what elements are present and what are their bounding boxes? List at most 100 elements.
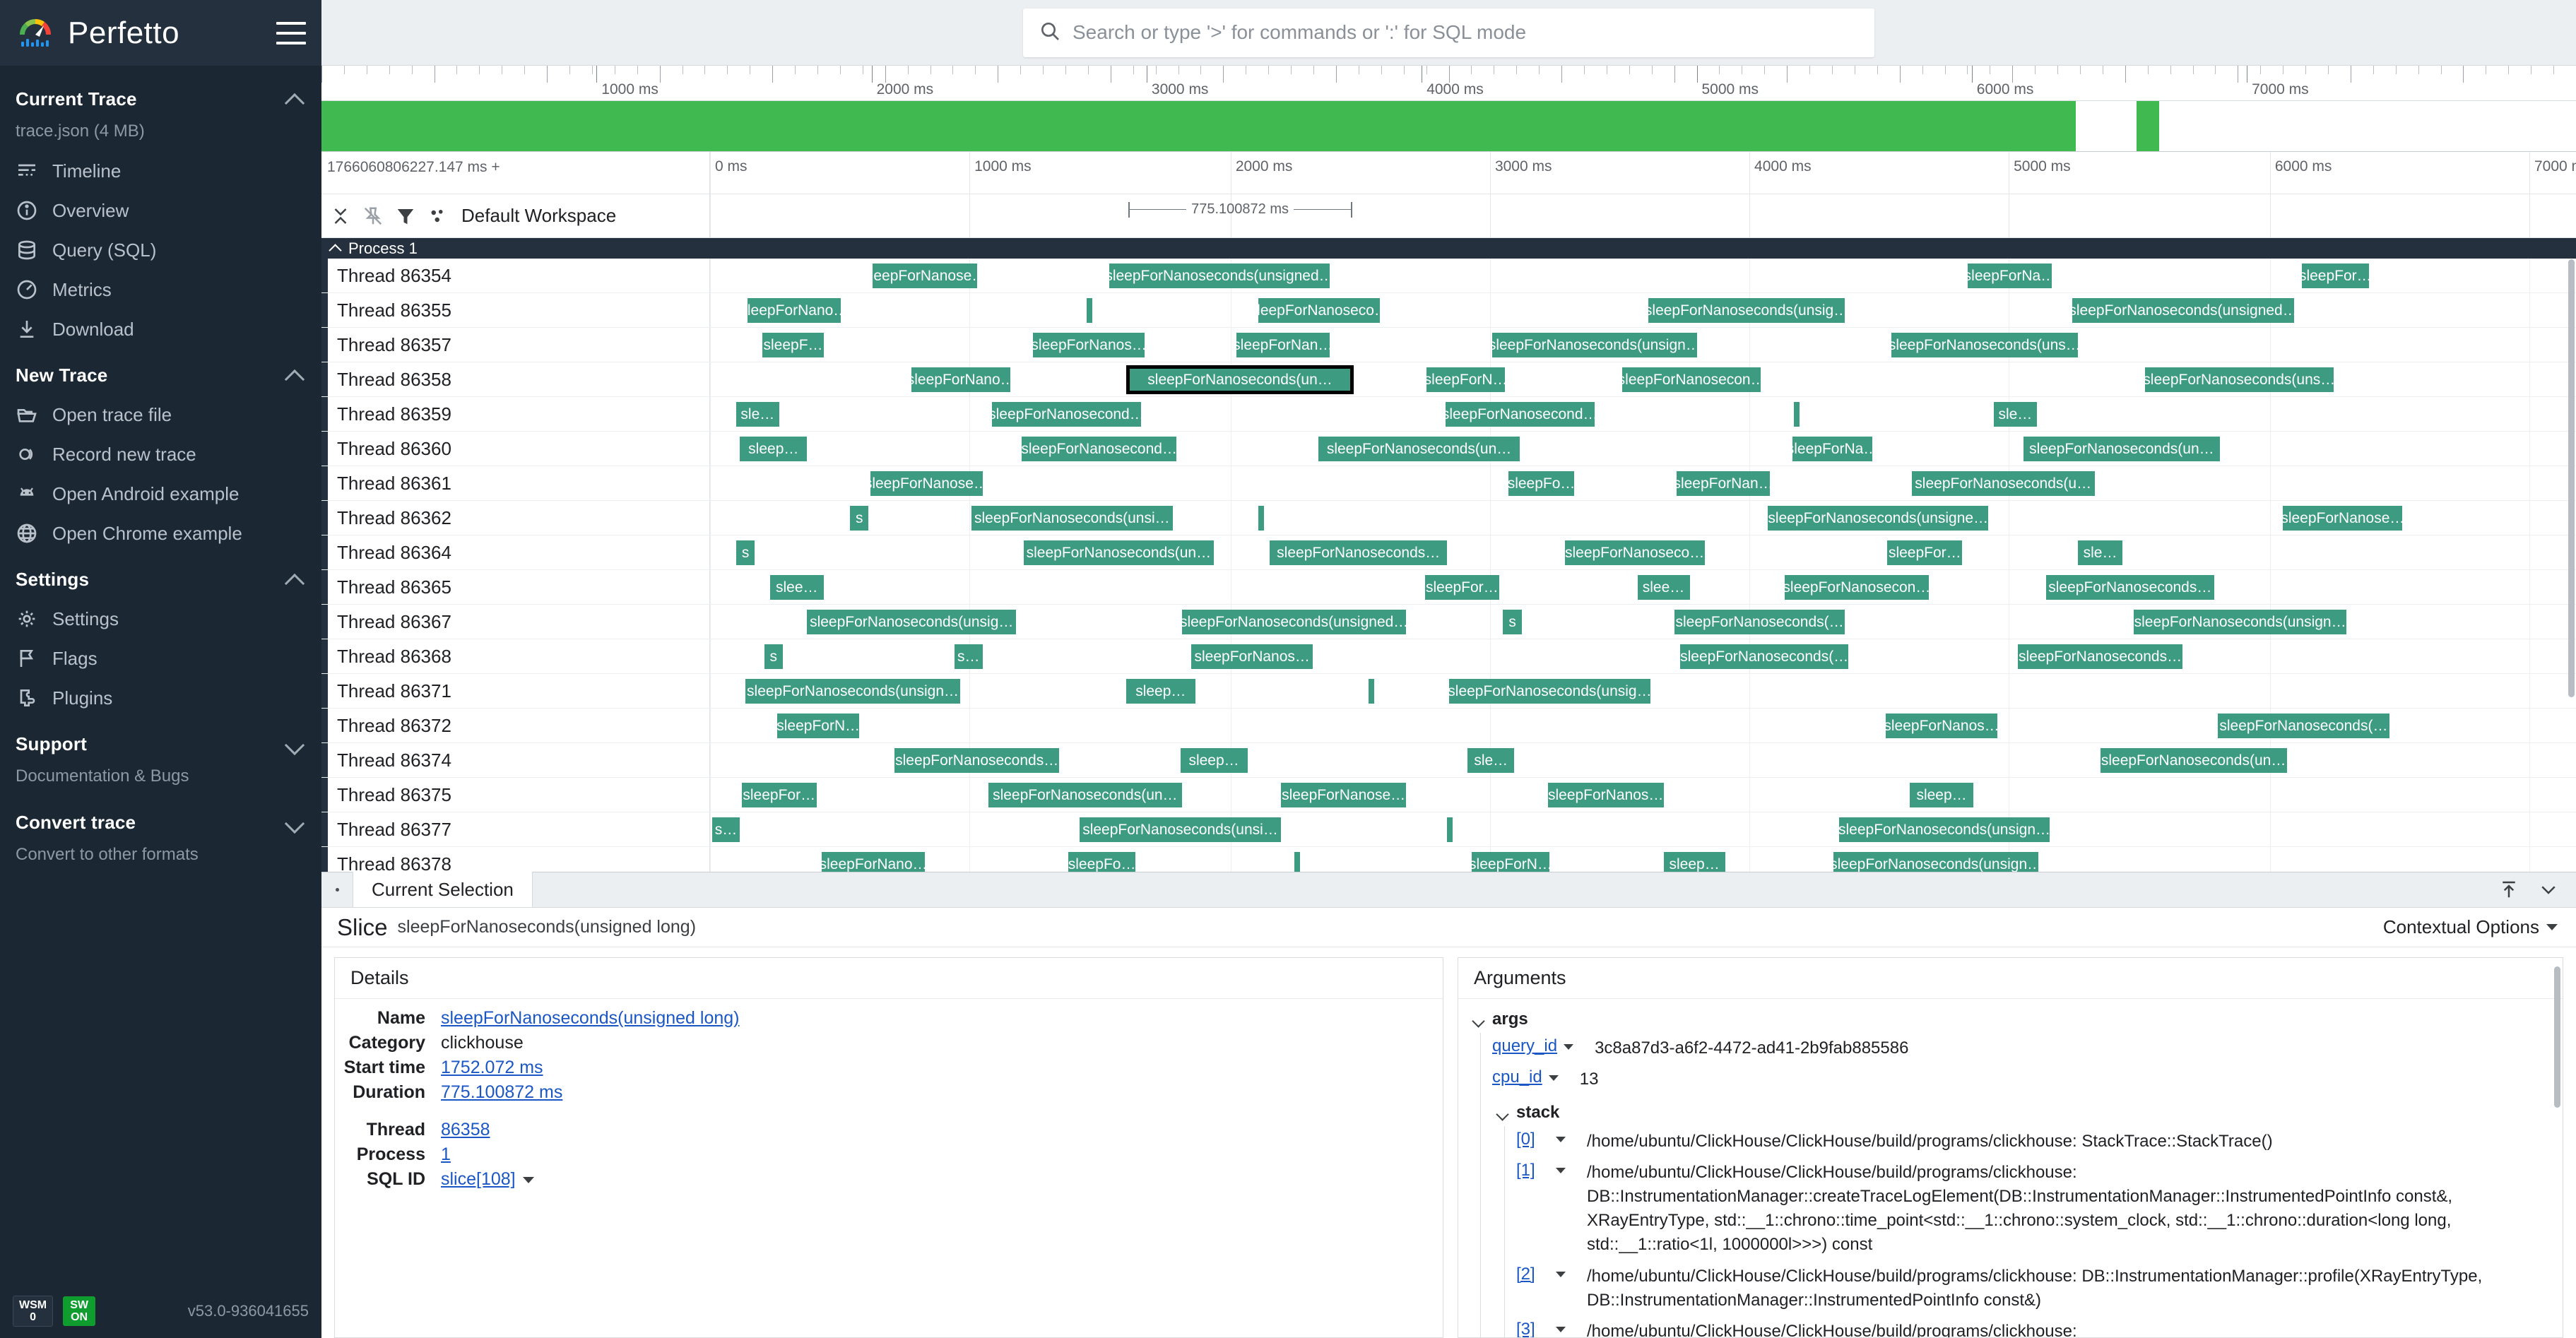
slice[interactable]: sleepForNanoseconds(unsigne… xyxy=(1768,506,1989,531)
slice[interactable]: sleepForNano… xyxy=(747,298,841,323)
slice[interactable]: sleepFor… xyxy=(741,783,817,807)
slice[interactable]: sleepFo… xyxy=(1508,471,1574,496)
slice[interactable]: sleepF… xyxy=(762,333,825,357)
timeline-ruler[interactable]: 1766060806227.147 ms + 0 ms 1000 ms 2000 m… xyxy=(321,152,2576,194)
slice[interactable]: sleepForNanoseconds(uns… xyxy=(2144,367,2334,392)
chevron-down-icon[interactable] xyxy=(1548,1075,1559,1082)
sidebar-item-settings[interactable]: Settings xyxy=(0,599,321,639)
sidebar-item-download[interactable]: Download xyxy=(0,309,321,349)
slice[interactable]: sleepForN… xyxy=(777,714,860,738)
slice[interactable]: sleepForNanoseconds(unsig… xyxy=(807,610,1017,634)
slice[interactable]: sleepForNanoseconds(un… xyxy=(2023,437,2220,461)
stack-frame-index[interactable]: [2] xyxy=(1516,1264,1535,1284)
sidebar-item-plugins[interactable]: Plugins xyxy=(0,678,321,718)
track-canvas[interactable]: sleepFor… sleepForNanoseconds(un… sleepFor… xyxy=(710,778,2576,812)
slice[interactable]: sleepForNanose… xyxy=(2283,506,2403,531)
sidebar-section-new-trace[interactable]: New Trace xyxy=(0,349,321,395)
slice[interactable] xyxy=(1087,298,1093,323)
detail-value-link[interactable]: 1 xyxy=(441,1144,451,1164)
slice[interactable]: sleepForNanoseco… xyxy=(1564,540,1705,565)
track-name-thread-86372[interactable]: Thread 86372 xyxy=(328,709,710,742)
track-name-thread-86378[interactable]: Thread 86378 xyxy=(328,847,710,872)
track-row[interactable]: Thread 86377 s… sleepForNanoseconds(unsi… s… xyxy=(321,812,2576,847)
process-group-header[interactable]: Process 1 xyxy=(321,238,2576,259)
slice[interactable]: sleepForNanosecond… xyxy=(991,402,1142,427)
slice[interactable]: sleepForNanoseconds(unsign… xyxy=(1838,817,2050,842)
slice[interactable] xyxy=(1794,402,1800,427)
track-row[interactable]: Thread 86365 slee… sleepFor… slee… sleepForN… xyxy=(321,570,2576,605)
slice[interactable]: sleepFor… xyxy=(1424,575,1500,600)
sidebar-item-overview[interactable]: Overview xyxy=(0,191,321,230)
slice[interactable]: sleepForNanoseco… xyxy=(1258,298,1381,323)
slice[interactable]: sleepForNanoseconds(un… xyxy=(1125,365,1354,394)
slice[interactable]: sleepForNanoseconds(… xyxy=(2217,714,2389,738)
slice[interactable]: sleepForNanoseconds(unsign… xyxy=(745,679,960,704)
slice[interactable]: s… xyxy=(711,817,740,842)
slice[interactable]: sleepFor… xyxy=(2301,264,2369,288)
detail-value-link[interactable]: 775.100872 ms xyxy=(441,1082,563,1102)
track-canvas[interactable]: s sleepForNanoseconds(unsi… sleepForNanose… xyxy=(710,501,2576,535)
slice[interactable]: sleepForNanoseconds(unsign… xyxy=(1833,852,2039,872)
slice[interactable]: sleepForNanos… xyxy=(1032,333,1145,357)
sidebar-item-metrics[interactable]: Metrics xyxy=(0,270,321,309)
slice[interactable]: sleepForNanoseconds… xyxy=(1270,540,1448,565)
workspace-name[interactable]: Default Workspace xyxy=(461,205,617,226)
track-row[interactable]: Thread 86362 s sleepForNanoseconds(unsi… sl… xyxy=(321,501,2576,535)
service-worker-badge[interactable]: SW ON xyxy=(63,1296,96,1327)
track-row[interactable]: Thread 86374 sleepForNanoseconds… sleep… sl… xyxy=(321,743,2576,778)
track-name-thread-86361[interactable]: Thread 86361 xyxy=(328,466,710,500)
slice[interactable]: slee… xyxy=(769,575,825,600)
track-canvas[interactable]: slee… sleepFor… slee… sleepForNanosecon… sle… xyxy=(710,570,2576,604)
slice[interactable]: sleepForNanos… xyxy=(1885,714,1998,738)
slice[interactable]: sleepForNanoseconds(unsig… xyxy=(1648,298,1845,323)
track-row[interactable]: Thread 86360 sleep… sleepForNanosecond… sle… xyxy=(321,432,2576,466)
stack-frame-index[interactable]: [3] xyxy=(1516,1319,1535,1337)
sidebar-item-flags[interactable]: Flags xyxy=(0,639,321,678)
kebab-menu-icon[interactable] xyxy=(321,872,353,907)
track-canvas[interactable]: s sleepForNanoseconds(un… sleepForNanoseco… xyxy=(710,535,2576,569)
track-name-thread-86367[interactable]: Thread 86367 xyxy=(328,605,710,639)
sidebar-item-open-trace-file[interactable]: Open trace file xyxy=(0,395,321,434)
track-canvas[interactable]: s… sleepForNanoseconds(unsi… sleepForNanos… xyxy=(710,812,2576,846)
track-name-thread-86364[interactable]: Thread 86364 xyxy=(328,535,710,569)
slice[interactable]: sleepForNanoseconds… xyxy=(894,748,1059,773)
stack-frame-index[interactable]: [1] xyxy=(1516,1161,1535,1180)
unpin-icon[interactable] xyxy=(362,206,384,227)
sidebar-item-query-sql[interactable]: Query (SQL) xyxy=(0,230,321,270)
track-row[interactable]: Thread 86359 sle… sleepForNanosecond… sleep… xyxy=(321,397,2576,432)
track-row[interactable]: Thread 86361 sleepForNanose… sleepFo… sleep… xyxy=(321,466,2576,501)
slice[interactable]: sleepForNanosecond… xyxy=(1022,437,1177,461)
track-canvas[interactable]: sleepForNanose… sleepFo… sleepForNan… sleep… xyxy=(710,466,2576,500)
detail-value-link[interactable]: 1752.072 ms xyxy=(441,1058,543,1077)
slice[interactable]: sleepForNanoseconds(… xyxy=(1674,610,1845,634)
slice[interactable]: sleep… xyxy=(1180,748,1248,773)
track-name-thread-86371[interactable]: Thread 86371 xyxy=(328,674,710,708)
slice[interactable]: sleepForNanoseconds(u… xyxy=(1911,471,2095,496)
track-canvas[interactable]: sleep… sleepForNanosecond… sleepForNanosec… xyxy=(710,432,2576,466)
search-input[interactable] xyxy=(1073,21,1859,44)
slice[interactable]: sleepForNan… xyxy=(1236,333,1330,357)
slice[interactable]: sleepForNa… xyxy=(1792,437,1873,461)
slice[interactable]: slee… xyxy=(1637,575,1690,600)
tab-current-selection[interactable]: Current Selection xyxy=(353,872,533,907)
arg-key-query_id[interactable]: query_id xyxy=(1492,1036,1558,1055)
chevron-down-icon[interactable] xyxy=(1556,1271,1566,1277)
slice[interactable]: sleepForNanose… xyxy=(1281,783,1407,807)
track-row[interactable]: Thread 86371 sleepForNanoseconds(unsign… s… xyxy=(321,674,2576,709)
slice[interactable]: sle… xyxy=(1467,748,1515,773)
slice[interactable]: sleepForNanoseconds(un… xyxy=(1318,437,1520,461)
slice[interactable]: sleepForNanose… xyxy=(872,264,977,288)
chevron-down-icon[interactable] xyxy=(1564,1044,1574,1050)
slice[interactable]: sleepForNanoseconds… xyxy=(2045,575,2214,600)
sidebar-item-open-chrome-example[interactable]: Open Chrome example xyxy=(0,514,321,553)
track-canvas[interactable]: sleepForN… sleepForNanos… sleepForNanoseco… xyxy=(710,709,2576,742)
slice[interactable]: sleepFor… xyxy=(1887,540,1963,565)
omnibox[interactable] xyxy=(1023,8,1874,57)
track-row[interactable]: Thread 86354sleepForNanose…sleepForNanos… xyxy=(321,259,2576,293)
track-canvas[interactable]: sle… sleepForNanosecond… sleepForNanosecon… xyxy=(710,397,2576,431)
slice[interactable]: sleepForNanosecon… xyxy=(1622,367,1761,392)
arg-key-cpu_id[interactable]: cpu_id xyxy=(1492,1067,1542,1087)
sidebar-item-record-new-trace[interactable]: Record new trace xyxy=(0,434,321,474)
track-row[interactable]: Thread 86372 sleepForN… sleepForNanos… slee… xyxy=(321,709,2576,743)
track-name-thread-86365[interactable]: Thread 86365 xyxy=(328,570,710,604)
